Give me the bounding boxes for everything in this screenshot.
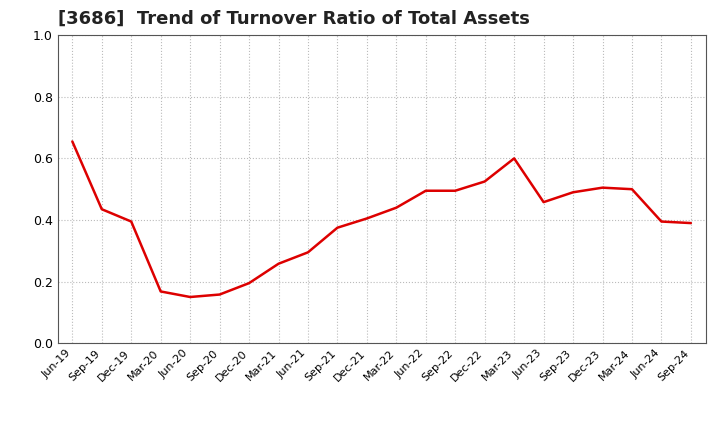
Text: [3686]  Trend of Turnover Ratio of Total Assets: [3686] Trend of Turnover Ratio of Total … [58,10,529,28]
